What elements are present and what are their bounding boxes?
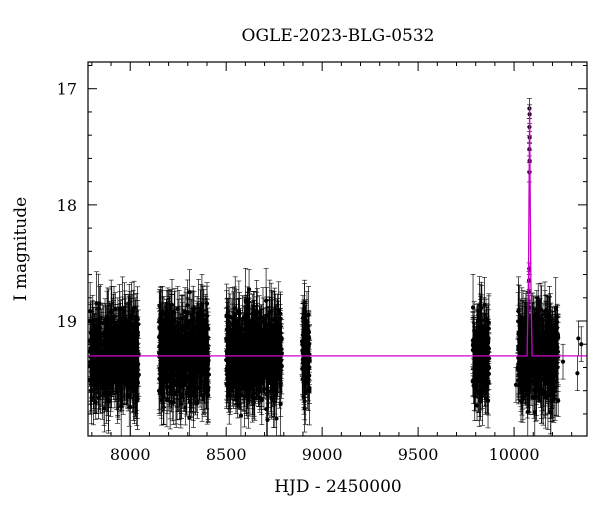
data-point — [88, 309, 92, 313]
data-point — [158, 391, 162, 395]
data-point — [123, 322, 127, 326]
data-point — [108, 331, 112, 335]
data-point — [157, 304, 161, 308]
data-point — [116, 347, 120, 351]
data-point — [135, 367, 139, 371]
plot-content — [88, 98, 587, 436]
chart-title: OGLE-2023-BLG-0532 — [242, 26, 435, 46]
data-point — [130, 359, 134, 363]
data-point — [117, 307, 121, 311]
data-point — [126, 319, 130, 323]
data-point — [133, 376, 137, 380]
data-point — [133, 327, 137, 331]
data-point — [102, 364, 106, 368]
data-point — [128, 342, 132, 346]
data-point — [134, 317, 138, 321]
data-point — [93, 336, 97, 340]
data-point — [110, 345, 114, 349]
data-point — [89, 396, 93, 400]
data-point — [125, 347, 129, 351]
data-point — [158, 333, 162, 337]
data-point — [109, 383, 113, 387]
data-point — [113, 321, 117, 325]
data-point — [114, 371, 118, 375]
data-point — [127, 373, 131, 377]
data-point — [181, 371, 185, 375]
data-point — [130, 324, 134, 328]
data-point — [105, 382, 109, 386]
data-point — [91, 388, 95, 392]
data-point — [121, 381, 125, 385]
data-point — [120, 338, 124, 342]
data-point — [100, 372, 104, 376]
